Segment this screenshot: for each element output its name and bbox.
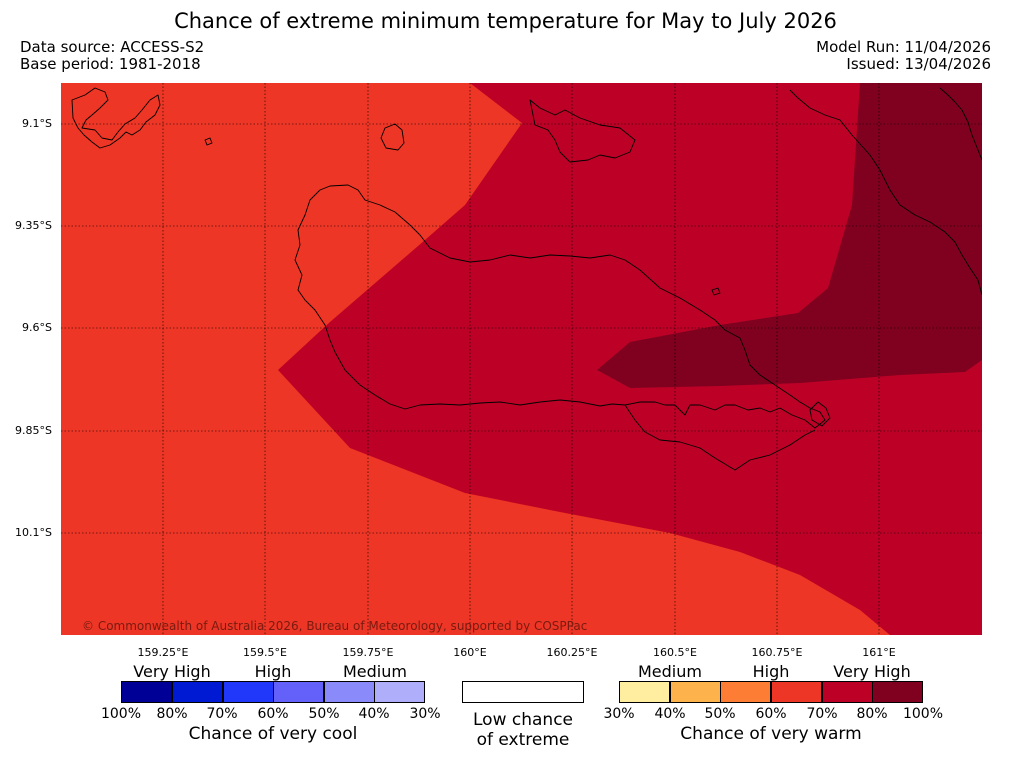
cool-swatch-6 [374, 681, 425, 703]
warm-legend-title: Chance of very warm [680, 724, 862, 744]
warm-cat-high: High [752, 662, 790, 681]
cool-swatch-2 [172, 681, 223, 703]
warm-cat-medium: Medium [638, 662, 702, 681]
base-period: Base period: 1981-2018 [20, 55, 201, 73]
copyright-notice: © Commonwealth of Australia 2026, Bureau… [82, 619, 588, 633]
warm-swatch-5 [822, 681, 873, 703]
lat-label-5: 10.1°S [15, 526, 52, 539]
low-chance-line2: of extreme [476, 730, 570, 750]
cool-swatch-4 [273, 681, 324, 703]
coast-guadalcanal [294, 184, 826, 429]
lon-label-1: 159.25°E [137, 646, 189, 659]
graticule [61, 83, 982, 635]
warm-pct-7: 100% [902, 706, 944, 722]
cool-swatch-5 [324, 681, 375, 703]
coast-malaita-north [939, 87, 982, 161]
coast-southeast [624, 404, 816, 471]
coastlines [71, 87, 982, 471]
lat-label-2: 9.35°S [15, 219, 52, 232]
warm-pct-5: 70% [806, 706, 838, 722]
zone-very-high-dark-east [597, 83, 982, 388]
cool-cat-medium: Medium [343, 662, 407, 681]
cool-legend-title: Chance of very cool [188, 724, 358, 744]
meta-right: Model Run: 11/04/2026 Issued: 13/04/2026 [816, 39, 991, 73]
warm-swatch-4 [771, 681, 822, 703]
cool-cat-very-high: Very High [133, 662, 211, 681]
warm-cat-very-high: Very High [833, 662, 911, 681]
coast-malaita [789, 89, 982, 296]
cool-pct-2: 80% [156, 706, 188, 722]
model-run: Model Run: 11/04/2026 [816, 38, 991, 56]
warm-pct-6: 80% [856, 706, 888, 722]
meta-left: Data source: ACCESS-S2 Base period: 1981… [20, 39, 204, 73]
cool-pct-7: 30% [409, 706, 441, 722]
coast-florida-islands [529, 99, 636, 163]
warm-pct-1: 30% [603, 706, 635, 722]
lon-label-6: 160.5°E [653, 646, 697, 659]
lon-label-3: 159.75°E [342, 646, 394, 659]
coast-islet-3 [809, 401, 831, 427]
coast-savo [380, 123, 405, 151]
map-title: Chance of extreme minimum temperature fo… [174, 9, 837, 33]
lat-label-1: 9.1°S [22, 117, 52, 130]
lon-label-4: 160°E [453, 646, 487, 659]
map-canvas[interactable] [0, 0, 1011, 660]
coast-islet-2 [711, 287, 721, 296]
low-chance-label: Low chance of extreme [453, 710, 593, 750]
cool-pct-3: 70% [206, 706, 238, 722]
cool-pct-5: 50% [308, 706, 340, 722]
coast-islet-1 [204, 137, 213, 146]
warm-pct-3: 50% [704, 706, 736, 722]
warm-swatch-3 [720, 681, 771, 703]
coast-nw-islands [71, 87, 161, 149]
cool-swatch-1 [121, 681, 172, 703]
warm-pct-4: 60% [755, 706, 787, 722]
warm-pct-2: 40% [654, 706, 686, 722]
low-chance-line1: Low chance [473, 710, 573, 730]
data-source: Data source: ACCESS-S2 [20, 38, 205, 56]
lon-label-7: 160.75°E [751, 646, 803, 659]
low-chance-swatch [462, 681, 584, 703]
cool-cat-high: High [254, 662, 292, 681]
warm-swatch-6 [872, 681, 923, 703]
issued-date: Issued: 13/04/2026 [846, 55, 991, 73]
cool-pct-6: 40% [358, 706, 390, 722]
lon-label-8: 161°E [862, 646, 896, 659]
lon-label-5: 160.25°E [546, 646, 598, 659]
lat-label-3: 9.6°S [22, 321, 52, 334]
cool-swatch-3 [223, 681, 274, 703]
warm-swatch-1 [619, 681, 670, 703]
cool-pct-1: 100% [100, 706, 142, 722]
lat-label-4: 9.85°S [15, 424, 52, 437]
cool-pct-4: 60% [257, 706, 289, 722]
warm-swatch-2 [670, 681, 721, 703]
lon-label-2: 159.5°E [243, 646, 287, 659]
